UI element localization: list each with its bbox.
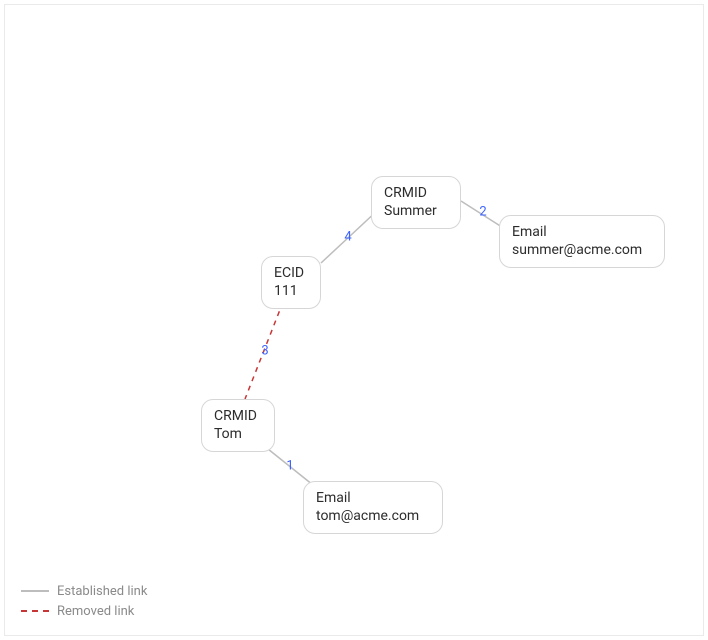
edge-label-1: 1	[286, 459, 293, 474]
legend-label: Removed link	[57, 604, 134, 619]
edge-label-3: 3	[261, 344, 268, 359]
node-crmid-tom: CRMID Tom	[201, 399, 275, 452]
edge-label-4: 4	[344, 230, 351, 245]
legend-swatch-removed	[21, 610, 49, 612]
node-label-line2: tom@acme.com	[316, 508, 430, 526]
diagram-frame: CRMID Summer Email summer@acme.com ECID …	[4, 4, 704, 636]
node-label-line1: Email	[512, 224, 652, 242]
legend-swatch-established	[21, 590, 49, 592]
node-ecid-111: ECID 111	[261, 256, 321, 309]
legend-item-established: Established link	[21, 581, 147, 601]
node-email-summer: Email summer@acme.com	[499, 215, 665, 268]
node-label-line1: CRMID	[214, 408, 262, 426]
node-label-line1: Email	[316, 490, 430, 508]
legend-item-removed: Removed link	[21, 601, 147, 621]
node-crmid-summer: CRMID Summer	[371, 176, 461, 229]
legend-label: Established link	[57, 584, 147, 599]
legend: Established link Removed link	[21, 581, 147, 621]
node-label-line1: ECID	[274, 265, 308, 283]
node-label-line2: summer@acme.com	[512, 242, 652, 260]
node-email-tom: Email tom@acme.com	[303, 481, 443, 534]
edges-layer	[5, 5, 705, 637]
node-label-line2: Tom	[214, 426, 262, 444]
node-label-line2: 111	[274, 283, 308, 301]
node-label-line1: CRMID	[384, 185, 448, 203]
edge-label-2: 2	[479, 205, 486, 220]
node-label-line2: Summer	[384, 203, 448, 221]
